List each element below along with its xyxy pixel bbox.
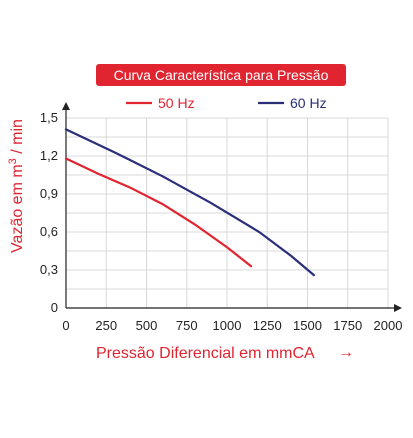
y-axis-label: Vazão em m3 / min [7,119,26,253]
chart-title: Curva Característica para Pressão [114,67,329,83]
chart-legend: 50 Hz 60 Hz [126,95,327,111]
legend-label: 60 Hz [290,95,327,111]
x-axis-label: Pressão Diferencial em mmCA [96,345,315,362]
y-tick-label: 0 [51,300,58,315]
y-axis-ticks: 0 0,3 0,6 0,9 1,2 1,5 [40,110,58,315]
x-tick-label: 500 [136,318,158,333]
y-axis-arrowhead [62,102,70,110]
x-tick-label: 750 [176,318,198,333]
x-tick-label: 1000 [213,318,242,333]
chart-axes [62,102,402,312]
x-tick-label: 0 [62,318,69,333]
x-tick-label: 1750 [333,318,362,333]
chart-grid [66,117,389,308]
y-tick-label: 0,9 [40,186,58,201]
x-tick-label: 1250 [253,318,282,333]
x-axis-label-group: Pressão Diferencial em mmCA → [96,344,354,362]
y-tick-label: 0,6 [40,224,58,239]
x-axis-ticks: 0 250 500 750 1000 1250 1500 1750 2000 [62,318,402,333]
chart-title-banner: Curva Característica para Pressão [96,64,346,86]
y-tick-label: 1,5 [40,110,58,125]
series-line-50hz [64,157,253,268]
x-axis-arrowhead [394,304,402,312]
legend-label: 50 Hz [158,95,195,111]
y-axis-label-unit: / min [9,119,26,158]
series-line-60hz [64,128,315,277]
x-tick-label: 2000 [374,318,403,333]
x-tick-label: 250 [95,318,117,333]
chart-series [64,128,315,277]
x-tick-label: 1500 [293,318,322,333]
x-axis-arrow-icon: → [338,344,354,361]
y-axis-label-main: Vazão em m [9,164,26,253]
y-tick-label: 0,3 [40,262,58,277]
y-axis-label-group: Vazão em m3 / min [7,119,26,253]
y-tick-label: 1,2 [40,148,58,163]
chart-title-background [96,64,346,86]
y-axis-label-superscript: 3 [7,158,19,164]
